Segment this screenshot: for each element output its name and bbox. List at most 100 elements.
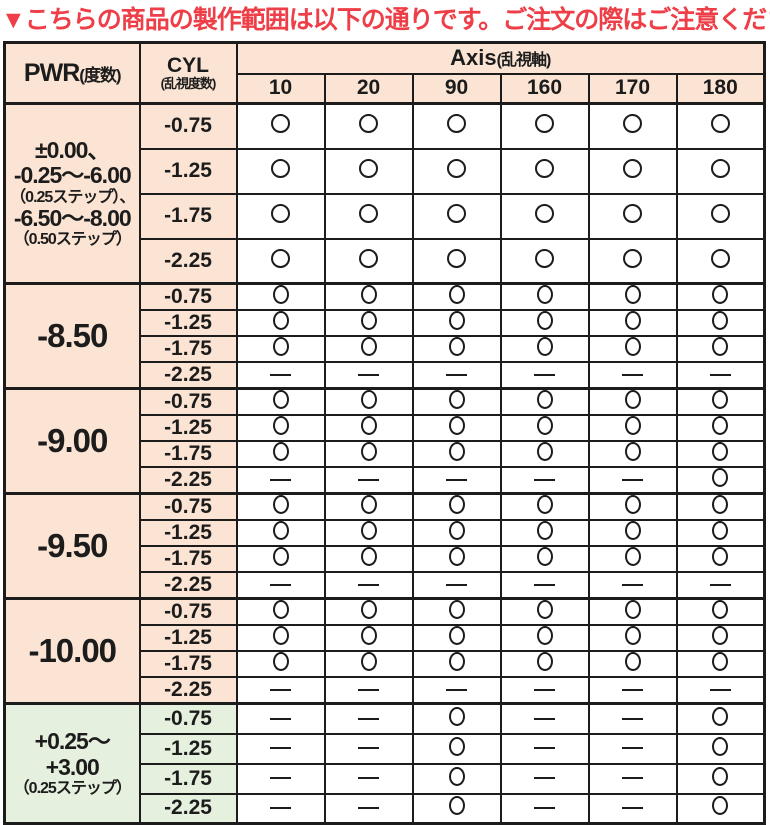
available-circle-icon <box>448 547 465 566</box>
available-circle-icon <box>360 652 377 671</box>
availability-cell <box>587 492 678 521</box>
available-circle-icon <box>272 337 289 356</box>
available-circle-icon <box>272 286 289 304</box>
availability-cell <box>499 414 590 442</box>
availability-cell <box>235 676 326 705</box>
availability-cell <box>411 414 502 442</box>
availability-cell <box>323 282 414 311</box>
available-circle-icon <box>536 286 553 304</box>
table-row: -2.25 <box>5 571 766 600</box>
table-row: -2.25 <box>5 792 766 825</box>
availability-cell <box>499 792 590 825</box>
available-circle-icon <box>271 114 290 134</box>
availability-cell <box>323 361 414 390</box>
availability-cell <box>411 676 502 705</box>
availability-cell <box>499 237 590 285</box>
availability-cell <box>411 624 502 652</box>
available-circle-icon <box>710 204 730 223</box>
availability-cell <box>235 545 326 573</box>
available-circle-icon <box>536 311 553 330</box>
unavailable-dash-icon <box>534 777 555 780</box>
cyl-value-cell: -2.25 <box>138 466 238 495</box>
availability-cell <box>499 192 590 240</box>
cyl-header-cell: CYL (乱視度数) <box>138 41 238 105</box>
available-circle-icon <box>712 706 729 726</box>
cyl-value-cell: -0.75 <box>138 102 238 150</box>
available-circle-icon <box>712 496 729 514</box>
cyl-value-cell: -1.75 <box>138 192 238 240</box>
availability-cell <box>323 702 414 735</box>
availability-cell <box>235 732 326 765</box>
unavailable-dash-icon <box>534 747 555 750</box>
pwr-range-cell: -10.00 <box>3 597 141 705</box>
availability-cell <box>235 147 326 195</box>
table-row: -1.75 <box>5 440 766 468</box>
pwr-header-sublabel: (度数) <box>79 65 121 85</box>
available-circle-icon <box>712 652 729 671</box>
availability-cell <box>675 387 766 416</box>
availability-cell <box>323 387 414 416</box>
availability-cell <box>675 732 766 765</box>
available-circle-icon <box>712 521 729 540</box>
available-circle-icon <box>712 337 729 356</box>
availability-cell <box>587 571 678 600</box>
axis-value-cell: 20 <box>323 72 414 105</box>
available-circle-icon <box>359 159 378 178</box>
table-row: -1.75 <box>5 192 766 240</box>
axis-header-label: Axis <box>450 45 497 71</box>
availability-cell <box>587 792 678 825</box>
availability-cell <box>235 335 326 363</box>
unavailable-dash-icon <box>622 777 643 780</box>
availability-cell <box>235 792 326 825</box>
unavailable-dash-icon <box>358 373 379 376</box>
availability-cell <box>235 387 326 416</box>
availability-cell <box>675 309 766 337</box>
availability-cell <box>675 792 766 825</box>
table-row: -1.75 <box>5 650 766 678</box>
availability-cell <box>235 492 326 521</box>
available-circle-icon <box>448 706 465 726</box>
available-circle-icon <box>272 601 289 619</box>
table-row: -1.25 <box>5 732 766 765</box>
availability-cell <box>411 762 502 795</box>
cyl-value-cell: -2.25 <box>138 792 238 825</box>
availability-cell <box>235 237 326 285</box>
availability-cell <box>675 102 766 150</box>
available-circle-icon <box>447 204 466 223</box>
pwr-range-line: -8.50 <box>37 316 108 354</box>
pwr-header-label: PWR <box>23 58 80 87</box>
axis-values-row: 10 20 90 160 170 180 <box>5 72 766 105</box>
availability-cell <box>411 147 502 195</box>
unavailable-dash-icon <box>709 583 731 586</box>
pwr-range-cell: -9.50 <box>3 492 141 600</box>
axis-value-cell: 10 <box>235 72 326 105</box>
availability-cell <box>323 762 414 795</box>
table-row: -2.25 <box>5 361 766 390</box>
available-circle-icon <box>624 652 641 671</box>
available-circle-icon <box>712 416 729 435</box>
available-circle-icon <box>710 248 730 268</box>
cyl-value-cell: -1.75 <box>138 440 238 468</box>
available-circle-icon <box>710 114 730 134</box>
available-circle-icon <box>448 626 465 645</box>
cyl-value-cell: -1.25 <box>138 624 238 652</box>
available-circle-icon <box>359 204 378 223</box>
availability-cell <box>411 571 502 600</box>
available-circle-icon <box>710 159 730 178</box>
availability-cell <box>675 192 766 240</box>
availability-cell <box>323 309 414 337</box>
axis-header-cell: Axis(乱視軸) <box>235 41 766 75</box>
available-circle-icon <box>712 547 729 566</box>
availability-cell <box>587 676 678 705</box>
available-circle-icon <box>448 416 465 435</box>
availability-cell <box>587 192 678 240</box>
availability-cell <box>235 192 326 240</box>
availability-cell <box>587 147 678 195</box>
cyl-value-cell: -1.25 <box>138 309 238 337</box>
available-circle-icon <box>623 204 642 223</box>
availability-cell <box>411 335 502 363</box>
pwr-range-cell: +0.25～ +3.00 （0.25ステップ） <box>3 702 141 825</box>
availability-cell <box>675 147 766 195</box>
available-circle-icon <box>360 496 377 514</box>
available-circle-icon <box>712 766 729 786</box>
